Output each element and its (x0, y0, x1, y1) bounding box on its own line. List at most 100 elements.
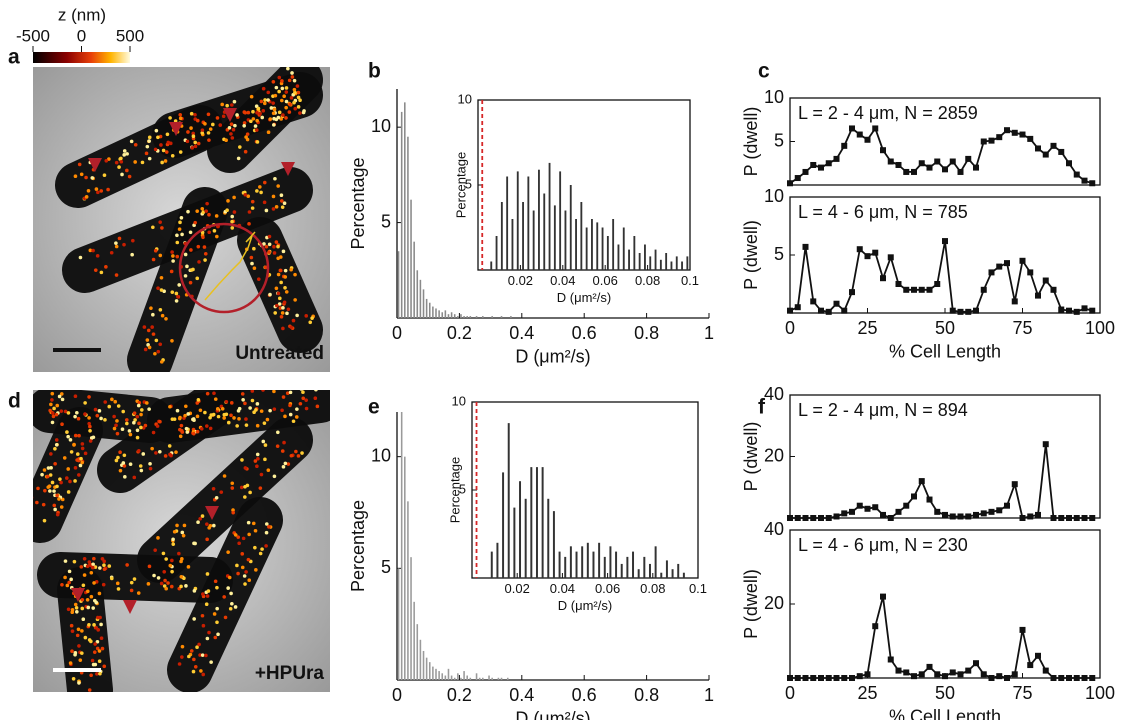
localization (75, 609, 79, 614)
point-marker (841, 142, 848, 149)
histogram-bar (569, 546, 572, 578)
localization (186, 209, 190, 214)
localization (163, 454, 168, 458)
localization (75, 452, 80, 456)
histogram-bar (660, 572, 663, 578)
localization (208, 415, 212, 420)
x-tick-label: 0.1 (681, 273, 699, 288)
localization (67, 569, 72, 574)
localization (90, 658, 95, 663)
localization (101, 582, 106, 587)
localization (168, 452, 172, 457)
histogram-bar (553, 205, 556, 270)
point-marker (942, 166, 948, 173)
localization (153, 248, 158, 253)
histogram-bar (490, 551, 493, 578)
point-marker (1027, 269, 1034, 276)
point-marker (1011, 129, 1018, 136)
histogram-bar (457, 316, 459, 318)
localization (59, 392, 64, 396)
localization (205, 537, 209, 542)
localization (254, 568, 258, 572)
localization (251, 521, 256, 526)
localization (75, 458, 79, 462)
point-marker (957, 513, 964, 520)
localization (255, 110, 259, 115)
localization (295, 313, 299, 318)
localization (276, 244, 280, 249)
localization (230, 486, 235, 490)
localization (95, 639, 100, 644)
localization (193, 144, 198, 149)
point-marker (965, 513, 972, 520)
localization (74, 606, 79, 610)
histogram-bar (659, 259, 662, 270)
y-tick-label: 20 (764, 445, 784, 465)
localization (231, 510, 235, 515)
localization (123, 475, 127, 479)
localization (258, 111, 262, 116)
localization (200, 131, 204, 135)
localization (127, 429, 132, 433)
localization (95, 672, 99, 676)
cell (137, 417, 313, 583)
localization (212, 391, 216, 396)
histogram-bar (475, 316, 478, 318)
localization (54, 412, 59, 417)
localization (78, 658, 83, 662)
localization (63, 559, 68, 563)
localization (246, 110, 251, 115)
trajectory (204, 231, 256, 301)
localization (290, 75, 295, 79)
y-axis-label: Percentage (348, 157, 368, 249)
localization (282, 201, 287, 206)
point-marker (1042, 667, 1049, 674)
localization (141, 452, 146, 456)
localization (262, 242, 266, 246)
localization (198, 516, 202, 521)
localization (137, 421, 141, 426)
localization (198, 653, 202, 657)
localization (83, 635, 88, 640)
point-marker (1050, 142, 1057, 149)
localization (88, 439, 93, 443)
localization (183, 252, 188, 257)
point-marker (833, 155, 840, 162)
localization (128, 462, 133, 467)
localization (99, 416, 103, 421)
localization (170, 558, 174, 563)
localization (211, 122, 215, 127)
localization (96, 628, 101, 632)
localization (97, 409, 102, 413)
localization (158, 342, 163, 347)
y-tick-label: 10 (371, 445, 391, 465)
localization (80, 651, 84, 655)
localization (205, 522, 209, 526)
image-label: Untreated (235, 343, 324, 364)
localization (277, 302, 282, 306)
point-marker (1066, 307, 1072, 314)
point-marker (957, 671, 964, 678)
localization (78, 255, 83, 260)
point-marker (856, 502, 863, 509)
histogram-bar (620, 563, 623, 578)
localization (85, 597, 90, 602)
x-tick-label: 0.2 (447, 323, 472, 343)
point-marker (918, 160, 925, 167)
localization (233, 605, 238, 609)
histogram-bar (671, 569, 674, 578)
histogram-bar (502, 472, 505, 578)
localization (84, 195, 89, 199)
localization (275, 444, 280, 448)
localization (188, 230, 193, 235)
localization (283, 268, 288, 273)
x-tick-label: 0.4 (509, 323, 534, 343)
localization (244, 135, 248, 139)
localization (264, 244, 269, 249)
localization (272, 107, 277, 112)
localization (195, 645, 199, 650)
localization (147, 135, 152, 140)
point-marker (1050, 286, 1057, 293)
localization (267, 242, 272, 247)
histogram-bar (438, 671, 440, 680)
